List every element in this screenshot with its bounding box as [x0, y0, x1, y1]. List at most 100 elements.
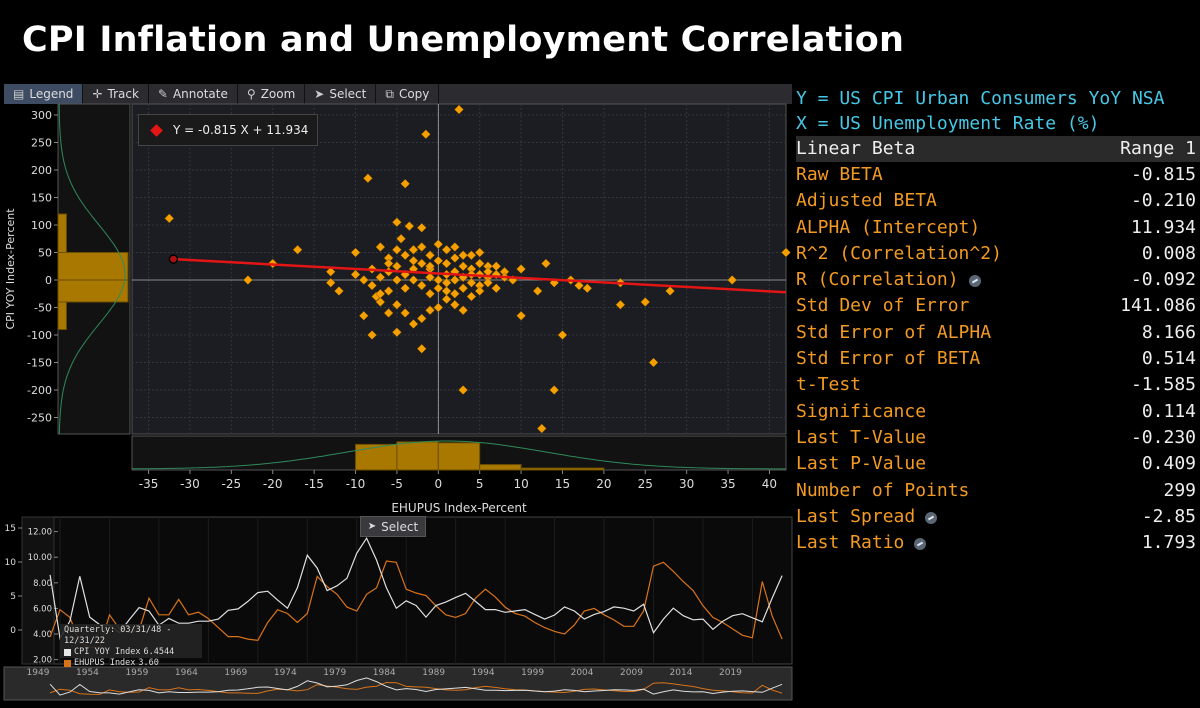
ts-left-tick-label: 10	[5, 558, 17, 568]
ts-right-tick-label: 10.00	[28, 553, 52, 563]
scatter-point	[375, 288, 386, 299]
navigator-ehupus-line	[49, 681, 783, 695]
x-tick-label: 25	[638, 477, 653, 491]
navigator-year-label: 1994	[472, 668, 495, 678]
scatter-point	[433, 255, 444, 266]
scatter-point	[574, 280, 584, 291]
scatter-point	[392, 217, 402, 228]
track-button[interactable]: ✛ Track	[83, 84, 149, 104]
stat-value: 299	[1163, 479, 1196, 501]
stat-row: R^2 (Correlation^2) 0.008	[796, 241, 1200, 267]
stat-label-wrap: Raw BETA	[796, 162, 883, 188]
scatter-point	[466, 250, 477, 261]
scatter-point	[433, 239, 444, 250]
stat-label: Number of Points	[796, 479, 970, 501]
stat-label-wrap: Last Spread	[796, 504, 938, 530]
timeseries-select-button[interactable]: ➤ Select	[360, 516, 426, 537]
y-histogram-bar	[57, 301, 67, 330]
x-histogram-bar	[479, 464, 522, 471]
stat-label: Raw BETA	[796, 164, 883, 185]
cursor-icon: ➤	[314, 87, 325, 101]
select-button[interactable]: ➤ Select	[305, 84, 377, 104]
x-tick-label: 0	[434, 477, 442, 491]
scatter-point	[425, 272, 435, 283]
navigator-year-label: 1969	[224, 668, 247, 678]
stat-label: Std Error of BETA	[796, 348, 981, 370]
scatter-point	[383, 286, 394, 296]
ts-right-tick-label: 2.00	[33, 656, 52, 666]
chart-mini-icon[interactable]	[914, 538, 927, 551]
y-tick-label: -200	[27, 384, 52, 397]
x-tick-label: -30	[180, 477, 200, 491]
stats-header-right: Range 1	[1120, 138, 1196, 159]
scatter-point	[466, 277, 477, 288]
x-tick-label: -35	[139, 477, 159, 491]
scatter-point	[450, 288, 460, 299]
stat-row: Last Spread -2.85	[796, 504, 1200, 530]
copy-icon: ⧉	[385, 86, 394, 101]
x-tick-label: -20	[263, 477, 283, 491]
chart-mini-icon[interactable]	[968, 275, 981, 288]
scatter-point	[536, 423, 547, 434]
scatter-point	[400, 308, 411, 318]
legend-series-last: 3.60	[138, 658, 159, 668]
scatter-point	[400, 178, 411, 189]
scatter-point	[334, 286, 344, 296]
y-tick-label: 200	[31, 164, 52, 177]
scatter-point	[392, 244, 402, 255]
y-tick-label: 0	[45, 274, 52, 287]
scatter-point	[375, 297, 386, 307]
scatter-point	[408, 275, 419, 285]
zoom-button[interactable]: ⚲ Zoom	[238, 84, 306, 104]
annotate-button[interactable]: ✎ Annotate	[149, 84, 238, 104]
ts-left-tick-label: 0	[10, 626, 16, 636]
stat-label-wrap: Significance	[796, 399, 926, 425]
stat-row: Std Error of BETA 0.514	[796, 346, 1200, 372]
timeseries-range: Quarterly: 03/31/48 - 12/31/22	[64, 625, 172, 646]
stats-rows: Raw BETA -0.815 Adjusted BETA -0.210 ALPHA (…	[796, 162, 1200, 556]
scatter-point	[164, 213, 175, 224]
scatter-point	[367, 280, 377, 291]
navigator-year-label: 1954	[76, 668, 99, 678]
regression-legend: Y = -0.815 X + 11.934	[138, 114, 318, 146]
stat-row: Std Dev of Error 141.086	[796, 293, 1200, 319]
x-histogram-bar	[396, 441, 439, 471]
y-histogram-bar	[57, 279, 129, 303]
stat-value: 0.409	[1141, 453, 1196, 475]
scatter-point	[665, 286, 675, 296]
x-tick-label: 40	[762, 477, 777, 491]
regression-line	[173, 257, 787, 294]
charts-canvas: -35 -30 -25 -20 -15 -10 -5 0 5 10 15 20 25 30 35 403002…	[3, 103, 793, 701]
page-title: CPI Inflation and Unemployment Correlati…	[22, 20, 905, 60]
stat-row: ALPHA (Intercept) 11.934	[796, 215, 1200, 241]
legend-icon: ▤	[13, 87, 25, 101]
x-histogram-bar	[437, 442, 481, 471]
x-normal-curve	[132, 440, 786, 470]
stat-label: Adjusted BETA	[796, 190, 937, 212]
legend-button[interactable]: ▤ Legend	[4, 84, 84, 104]
zoom-button-label: Zoom	[260, 87, 296, 101]
scatter-point	[416, 242, 427, 252]
navigator-year-label: 1984	[373, 668, 396, 678]
scatter-point	[433, 302, 444, 313]
legend-swatch	[64, 649, 71, 656]
legend-series-last: 6.4544	[143, 647, 175, 657]
y-tick-label: 300	[31, 109, 52, 122]
scatter-point	[474, 258, 485, 269]
copy-button[interactable]: ⧉ Copy	[376, 84, 440, 104]
stat-value: 0.008	[1141, 242, 1196, 264]
stat-row: R (Correlation) -0.092	[796, 267, 1200, 293]
legend-series-name: CPI YOY Index	[74, 647, 141, 657]
scatter-point	[408, 255, 419, 266]
chart-mini-icon[interactable]	[925, 512, 938, 524]
y-normal-curve	[58, 104, 126, 434]
stat-row: t-Test -1.585	[796, 372, 1200, 398]
scatter-point	[392, 275, 402, 285]
scatter-point	[516, 310, 526, 321]
regression-stats-panel: Y = US CPI Urban Consumers YoY NSA X = U…	[796, 86, 1200, 556]
stat-value: -0.092	[1130, 269, 1196, 291]
legend-button-label: Legend	[29, 87, 74, 101]
scatter-point	[582, 283, 593, 294]
scatter-point	[416, 313, 427, 324]
scatter-point	[396, 233, 406, 244]
